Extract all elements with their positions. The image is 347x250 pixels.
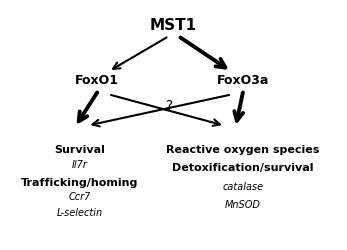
Text: Survival: Survival [54,145,105,155]
Text: catalase: catalase [222,182,263,192]
Text: Trafficking/homing: Trafficking/homing [21,178,138,188]
Text: Reactive oxygen species: Reactive oxygen species [166,145,320,155]
Text: L-selectin: L-selectin [57,208,103,218]
Text: Detoxification/survival: Detoxification/survival [172,162,314,172]
Text: FoxO3a: FoxO3a [217,74,269,86]
Text: MST1: MST1 [150,18,197,32]
Text: ?: ? [167,99,174,113]
Text: Il7r: Il7r [72,160,88,170]
Text: Ccr7: Ccr7 [69,192,91,202]
Text: MnSOD: MnSOD [225,200,261,210]
Text: FoxO1: FoxO1 [75,74,119,86]
